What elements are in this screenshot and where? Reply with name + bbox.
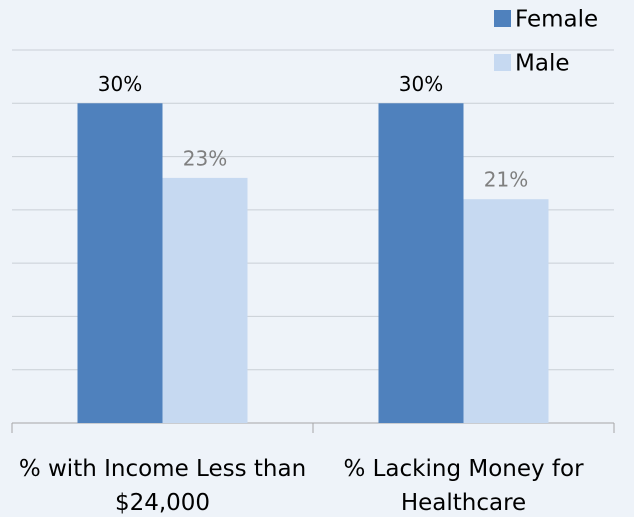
legend-swatch xyxy=(494,10,511,27)
legend-label: Male xyxy=(515,51,569,77)
x-tick-label: % Lacking Money for Healthcare xyxy=(343,456,584,516)
data-label: 21% xyxy=(484,168,528,192)
data-label: 30% xyxy=(98,72,142,96)
legend-label: Female xyxy=(515,7,598,33)
data-label: 30% xyxy=(399,72,443,96)
legend-swatch xyxy=(494,54,511,71)
bar xyxy=(463,199,549,423)
bar xyxy=(378,103,464,424)
bar xyxy=(162,177,248,423)
bar xyxy=(77,103,163,424)
x-tick-label: % with Income Less than $24,000 xyxy=(18,456,307,516)
data-label: 23% xyxy=(183,146,227,170)
